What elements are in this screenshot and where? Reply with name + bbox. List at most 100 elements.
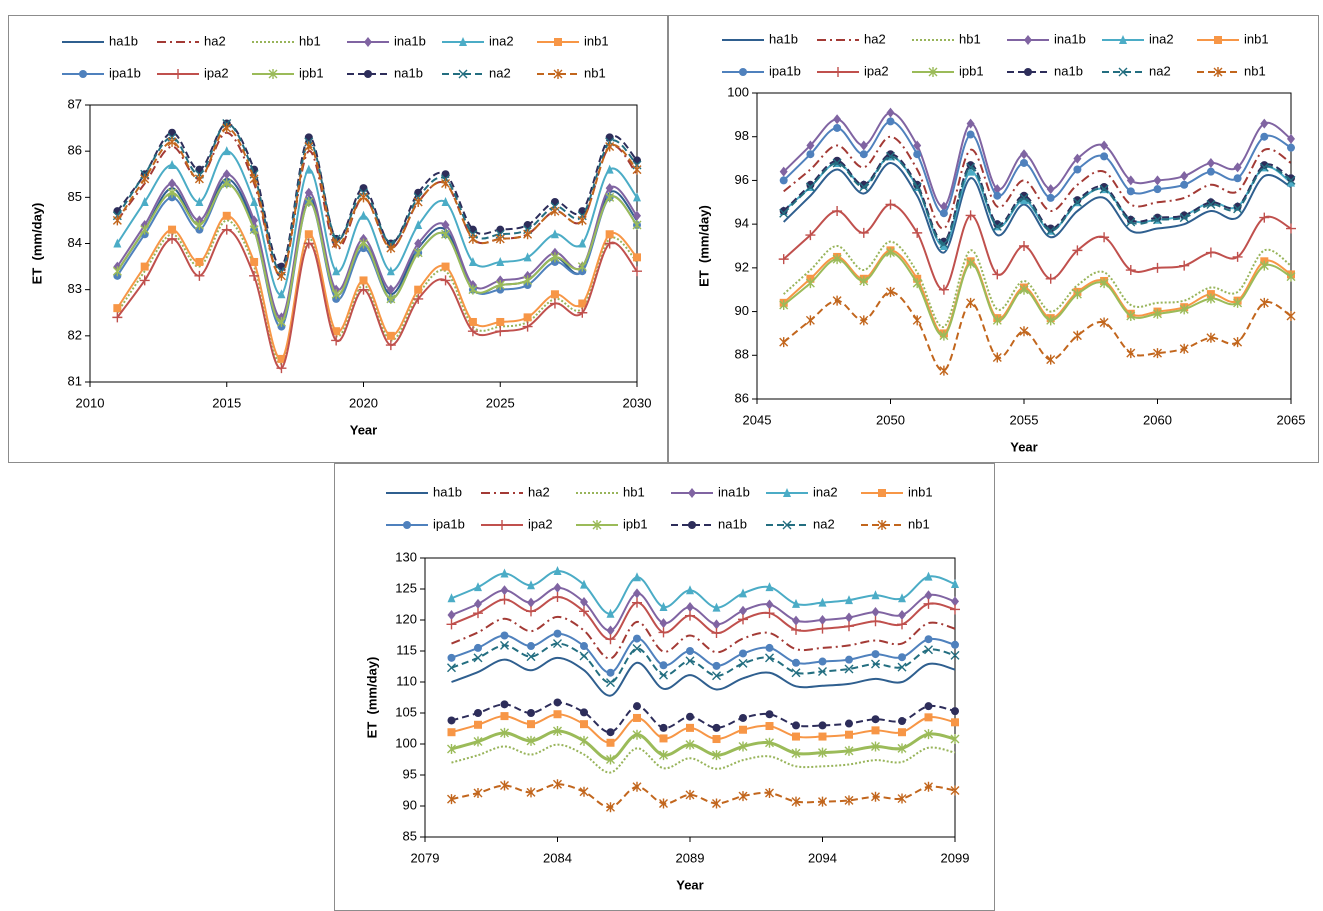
legend-label: inb1: [908, 484, 933, 499]
legend-label: na1b: [718, 516, 747, 531]
legend-marker: [1118, 67, 1128, 77]
marker: [805, 278, 815, 289]
marker: [1286, 310, 1296, 321]
marker: [499, 594, 510, 605]
marker: [632, 781, 642, 792]
marker: [951, 707, 959, 716]
series-line: [783, 135, 1292, 230]
marker: [1179, 213, 1189, 223]
marker: [791, 748, 801, 759]
marker: [522, 321, 533, 332]
marker: [277, 354, 286, 363]
marker: [1019, 326, 1029, 337]
marker: [845, 655, 853, 664]
marker: [739, 649, 747, 658]
legend-label: ipb1: [623, 516, 648, 531]
marker: [605, 192, 615, 203]
marker: [792, 721, 800, 730]
marker: [250, 257, 259, 266]
marker: [765, 653, 774, 663]
marker: [966, 162, 976, 172]
legend-marker: [554, 38, 562, 46]
marker: [739, 713, 747, 722]
marker: [523, 313, 532, 322]
marker: [1046, 315, 1056, 326]
series: [779, 246, 1295, 338]
marker: [871, 715, 880, 724]
marker: [413, 293, 424, 304]
marker: [805, 315, 815, 326]
y-tick-label: 125: [395, 580, 417, 595]
legend-label: na2: [489, 65, 511, 80]
marker: [414, 285, 423, 294]
series-line: [783, 240, 1292, 328]
x-axis-title: Year: [350, 422, 377, 437]
marker: [633, 210, 641, 221]
marker: [779, 300, 789, 311]
marker: [898, 728, 906, 737]
y-tick-label: 98: [735, 128, 749, 143]
marker: [473, 608, 483, 619]
series: [782, 161, 1292, 254]
marker: [738, 791, 748, 802]
marker: [577, 261, 587, 272]
legend-label: ipa2: [864, 63, 889, 78]
marker: [413, 196, 423, 207]
marker: [897, 793, 907, 804]
marker: [779, 208, 789, 218]
series: [778, 199, 1296, 295]
marker: [844, 664, 854, 674]
marker: [632, 266, 642, 277]
marker: [474, 598, 482, 609]
marker: [605, 183, 614, 194]
marker: [113, 238, 122, 248]
marker: [140, 262, 149, 271]
marker: [859, 315, 869, 326]
marker: [1020, 158, 1028, 167]
marker: [1126, 348, 1136, 359]
marker: [604, 238, 615, 249]
marker: [659, 618, 668, 629]
legend-label: hb1: [299, 33, 321, 48]
marker: [553, 639, 562, 649]
marker: [859, 150, 868, 159]
marker: [832, 206, 843, 217]
marker: [832, 254, 842, 265]
marker: [632, 164, 642, 175]
marker: [712, 735, 721, 744]
marker: [859, 182, 869, 192]
marker: [1233, 337, 1243, 348]
marker: [992, 269, 1003, 280]
y-tick-label: 88: [735, 347, 749, 362]
marker: [304, 196, 314, 207]
marker: [805, 230, 816, 241]
marker: [913, 150, 922, 159]
legend-label: ina2: [1149, 31, 1174, 46]
marker: [1153, 215, 1162, 225]
marker: [112, 266, 122, 277]
marker: [923, 598, 934, 609]
marker: [523, 252, 532, 262]
marker: [1099, 278, 1109, 289]
marker: [898, 593, 906, 603]
marker: [992, 352, 1002, 363]
y-tick-label: 86: [735, 390, 749, 405]
marker: [966, 297, 976, 308]
marker: [792, 658, 800, 667]
marker: [738, 741, 748, 752]
x-tick-label: 2050: [876, 412, 905, 427]
legend-marker: [739, 68, 747, 76]
marker: [1020, 149, 1028, 160]
legend-marker: [268, 69, 278, 79]
marker: [993, 184, 1002, 195]
y-tick-label: 90: [403, 797, 417, 812]
marker: [1180, 171, 1189, 182]
marker: [765, 643, 774, 652]
marker: [500, 700, 509, 709]
series: [779, 117, 1295, 218]
marker: [1259, 212, 1270, 223]
marker: [549, 298, 560, 309]
marker: [633, 192, 641, 202]
